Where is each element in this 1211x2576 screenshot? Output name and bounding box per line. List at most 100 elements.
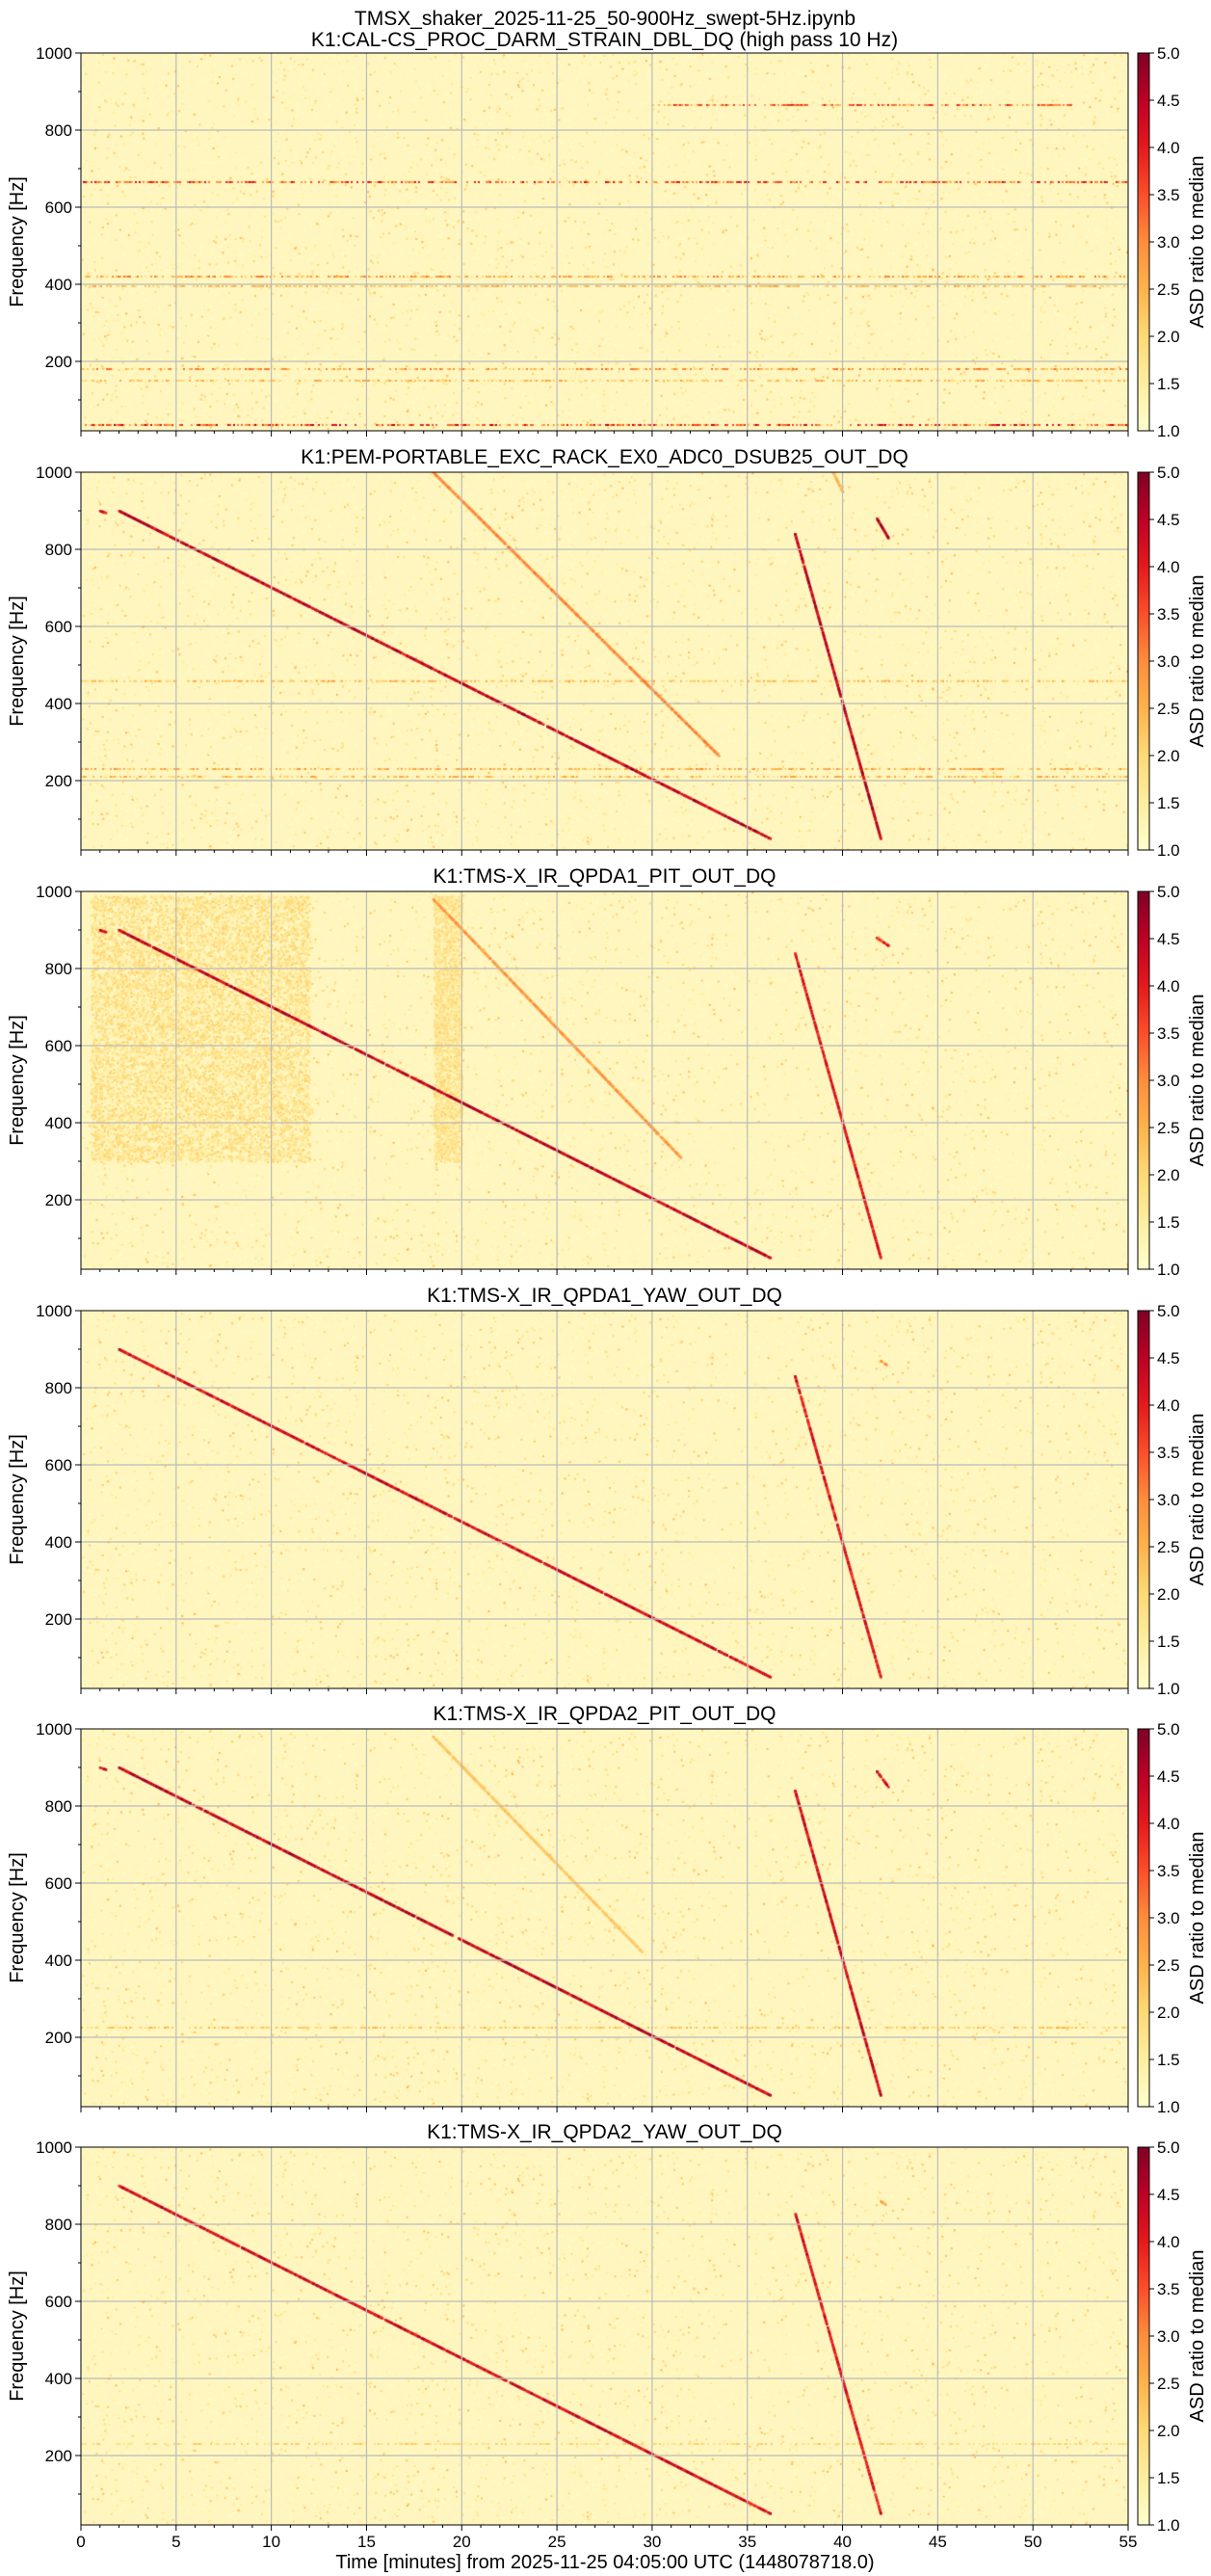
colorbar-tick-label: 4.0: [1157, 1815, 1180, 1833]
y-tick-label: 600: [45, 1037, 72, 1055]
colorbar-label: ASD ratio to median: [1187, 1414, 1208, 1586]
colorbar-tick-label: 3.0: [1157, 233, 1180, 252]
colorbar-tick-label: 2.5: [1157, 1119, 1180, 1137]
y-tick-label: 200: [45, 353, 72, 371]
y-tick-label: 1000: [36, 464, 72, 482]
colorbar-tick-label: 4.5: [1157, 92, 1180, 110]
colorbar-tick-label: 1.5: [1157, 2469, 1180, 2487]
colorbar-tick-label: 5.0: [1157, 464, 1180, 482]
y-tick-label: 200: [45, 2029, 72, 2047]
colorbar-label: ASD ratio to median: [1187, 2250, 1208, 2423]
colorbar-gradient: [1137, 1310, 1150, 1689]
axes-frame: [80, 1728, 1129, 2108]
spectrogram-image: [81, 53, 1128, 431]
colorbar-gradient: [1137, 1728, 1150, 2108]
y-tick-label: 400: [45, 695, 72, 713]
y-tick-label: 400: [45, 1952, 72, 1970]
y-axis-label: Frequency [Hz]: [7, 2271, 28, 2402]
colorbar-tick-label: 1.0: [1157, 1261, 1180, 1279]
grid-lines: [81, 53, 1128, 431]
y-tick-label: 600: [45, 2293, 72, 2311]
axes-frame: [80, 52, 1129, 432]
colorbar-tick-label: 1.5: [1157, 1633, 1180, 1651]
panels-container: K1:CAL-CS_PROC_DARM_STRAIN_DBL_DQ (high …: [7, 29, 1208, 2551]
colorbar-tick-label: 5.0: [1157, 1302, 1180, 1320]
y-tick-label: 1000: [36, 1720, 72, 1739]
colorbar-tick-label: 3.5: [1157, 1444, 1180, 1462]
axes-frame: [80, 890, 1129, 1270]
colorbar-tick-label: 1.5: [1157, 375, 1180, 393]
colorbar: 1.0 1.5 2.0 2.5 3.0 3.5 4.0 4.5 5.0 ASD ratio to …: [1137, 1302, 1208, 1698]
colorbar-gradient: [1137, 471, 1150, 851]
colorbar-label: ASD ratio to median: [1187, 995, 1208, 1167]
colorbar-gradient: [1137, 890, 1150, 1270]
colorbar-tick-label: 3.5: [1157, 1024, 1180, 1043]
colorbar-label: ASD ratio to median: [1187, 1832, 1208, 2005]
spectrogram-panel-1: K1:CAL-CS_PROC_DARM_STRAIN_DBL_DQ (high …: [7, 29, 1208, 440]
colorbar-tick-label: 3.0: [1157, 1072, 1180, 1090]
x-tick-label: 35: [738, 2533, 756, 2551]
colorbar-tick-label: 4.0: [1157, 139, 1180, 157]
colorbar: 1.0 1.5 2.0 2.5 3.0 3.5 4.0 4.5 5.0 ASD ratio to …: [1137, 883, 1208, 1279]
colorbar-tick-label: 1.0: [1157, 841, 1180, 860]
colorbar-tick-label: 2.0: [1157, 328, 1180, 346]
spectrogram-panel-2: K1:PEM-PORTABLE_EXC_RACK_EX0_ADC0_DSUB25…: [7, 446, 1208, 860]
colorbar-tick-label: 1.0: [1157, 2098, 1180, 2116]
colorbar-tick-label: 2.5: [1157, 2375, 1180, 2393]
axes-frame: [80, 1310, 1129, 1689]
colorbar-tick-label: 4.5: [1157, 1349, 1180, 1368]
spectrogram-image: [81, 1311, 1128, 1688]
colorbar-tick-label: 4.5: [1157, 2186, 1180, 2204]
x-tick-label: 10: [262, 2533, 280, 2551]
panel-title-5: K1:TMS-X_IR_QPDA2_PIT_OUT_DQ: [434, 1703, 777, 1725]
y-tick-label: 600: [45, 1456, 72, 1474]
spectrogram-image: [81, 472, 1128, 850]
colorbar-tick-label: 4.0: [1157, 977, 1180, 996]
y-tick-label: 200: [45, 772, 72, 790]
spectrogram-panel-6: K1:TMS-X_IR_QPDA2_YAW_OUT_DQ 0 5 10 15 20 25 30…: [7, 2121, 1208, 2551]
colorbar-tick-label: 3.5: [1157, 605, 1180, 624]
x-tick-label: 20: [453, 2533, 471, 2551]
spectrogram-panel-3: K1:TMS-X_IR_QPDA1_PIT_OUT_DQ 200 400 600 800…: [7, 865, 1208, 1279]
panel-title-4: K1:TMS-X_IR_QPDA1_YAW_OUT_DQ: [427, 1285, 782, 1307]
colorbar-tick-label: 2.0: [1157, 747, 1180, 765]
colorbar-tick-label: 5.0: [1157, 883, 1180, 901]
colorbar-label: ASD ratio to median: [1187, 156, 1208, 329]
colorbar-tick-label: 4.0: [1157, 2233, 1180, 2251]
grid-lines: [81, 472, 1128, 850]
colorbar-tick-label: 4.0: [1157, 1396, 1180, 1415]
axes-frame: [80, 471, 1129, 851]
colorbar-tick-label: 1.5: [1157, 2051, 1180, 2069]
colorbar-tick-label: 5.0: [1157, 44, 1180, 63]
colorbar: 1.0 1.5 2.0 2.5 3.0 3.5 4.0 4.5 5.0 ASD ratio to …: [1137, 464, 1208, 860]
colorbar-tick-label: 2.5: [1157, 700, 1180, 718]
colorbar-tick-label: 1.5: [1157, 794, 1180, 812]
x-tick-label: 30: [643, 2533, 661, 2551]
colorbar-tick-label: 2.0: [1157, 2422, 1180, 2440]
axes-frame: [80, 2146, 1129, 2526]
y-tick-label: 200: [45, 2447, 72, 2465]
colorbar-tick-label: 3.0: [1157, 1909, 1180, 1927]
grid-lines: [81, 891, 1128, 1269]
colorbar-tick-label: 4.5: [1157, 930, 1180, 948]
figure-title: TMSX_shaker_2025-11-25_50-900Hz_swept-5H…: [355, 8, 856, 30]
x-tick-label: 40: [833, 2533, 852, 2551]
colorbar-tick-label: 2.0: [1157, 2004, 1180, 2022]
colorbar-tick-label: 2.0: [1157, 1166, 1180, 1184]
colorbar-tick-label: 3.0: [1157, 1491, 1180, 1509]
panel-title-1: K1:CAL-CS_PROC_DARM_STRAIN_DBL_DQ (high …: [311, 29, 898, 51]
colorbar-label: ASD ratio to median: [1187, 575, 1208, 748]
y-tick-label: 800: [45, 1797, 72, 1816]
y-tick-label: 400: [45, 2370, 72, 2388]
colorbar-tick-label: 3.5: [1157, 1862, 1180, 1880]
grid-lines: [81, 2147, 1128, 2525]
colorbar: 1.0 1.5 2.0 2.5 3.0 3.5 4.0 4.5 5.0 ASD ratio to …: [1137, 1720, 1208, 2116]
x-tick-label: 45: [929, 2533, 947, 2551]
y-tick-label: 800: [45, 2216, 72, 2234]
colorbar-tick-label: 1.0: [1157, 2516, 1180, 2535]
colorbar-tick-label: 2.0: [1157, 1585, 1180, 1604]
panel-title-2: K1:PEM-PORTABLE_EXC_RACK_EX0_ADC0_DSUB25…: [301, 446, 908, 468]
y-tick-label: 800: [45, 1379, 72, 1397]
grid-lines: [81, 1311, 1128, 1688]
